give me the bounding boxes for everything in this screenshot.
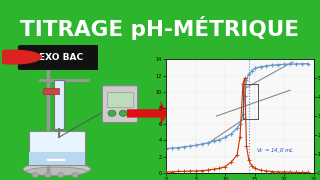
Ellipse shape bbox=[23, 163, 91, 175]
Text: pH: pH bbox=[116, 96, 124, 101]
FancyBboxPatch shape bbox=[54, 80, 64, 129]
FancyBboxPatch shape bbox=[107, 92, 133, 107]
Circle shape bbox=[0, 52, 32, 62]
Circle shape bbox=[4, 55, 23, 60]
Text: $\mathit{V}_E$ = 14,0 mL: $\mathit{V}_E$ = 14,0 mL bbox=[256, 146, 294, 155]
Circle shape bbox=[32, 173, 38, 177]
Circle shape bbox=[72, 173, 78, 177]
Circle shape bbox=[0, 50, 42, 65]
Circle shape bbox=[58, 173, 64, 177]
Circle shape bbox=[119, 110, 127, 116]
Circle shape bbox=[108, 110, 116, 116]
Text: TITRAGE pH-MÉTRIQUE: TITRAGE pH-MÉTRIQUE bbox=[20, 16, 300, 40]
Text: EXO BAC: EXO BAC bbox=[39, 53, 83, 62]
FancyBboxPatch shape bbox=[102, 86, 138, 122]
Circle shape bbox=[45, 173, 51, 177]
FancyBboxPatch shape bbox=[18, 45, 100, 70]
FancyBboxPatch shape bbox=[43, 88, 59, 94]
FancyBboxPatch shape bbox=[29, 131, 85, 165]
Ellipse shape bbox=[26, 167, 87, 176]
FancyBboxPatch shape bbox=[29, 152, 85, 165]
